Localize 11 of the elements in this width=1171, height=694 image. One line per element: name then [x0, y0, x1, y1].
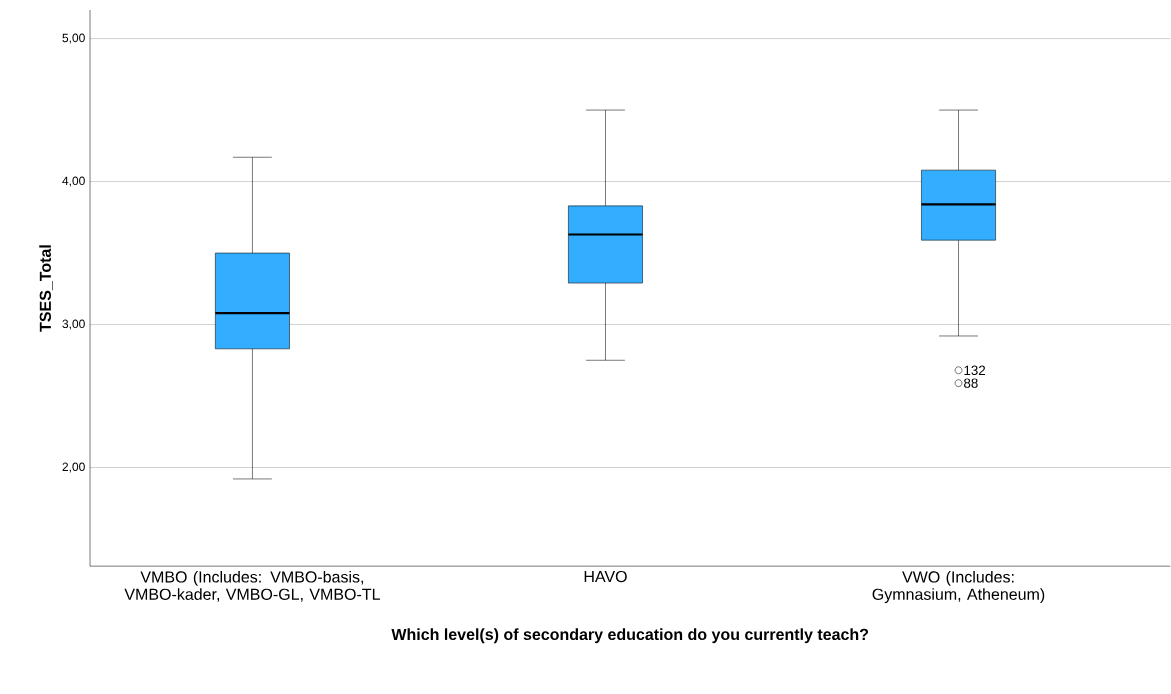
- y-tick-label: 4,00: [62, 176, 85, 187]
- y-tick-label: 2,00: [62, 462, 85, 473]
- y-tick-label: 3,00: [62, 319, 85, 330]
- x-tick-label: VMBO (Includes: VMBO-basis, VMBO-kader, VMBO-GL, VMBO-TL: [124, 571, 380, 603]
- annotation: 132: [964, 365, 986, 376]
- x-tick-label: HAVO: [584, 571, 627, 583]
- annotation: 88: [964, 378, 978, 389]
- x-tick-label: VWO (Includes: Gymnasium, Atheneum): [872, 571, 1045, 604]
- y-tick-label: 5,00: [62, 33, 85, 44]
- y-axis-title: TSES_Total: [39, 245, 53, 332]
- x-axis-title: Which level(s) of secondary education do you currently teach?: [391, 628, 869, 644]
